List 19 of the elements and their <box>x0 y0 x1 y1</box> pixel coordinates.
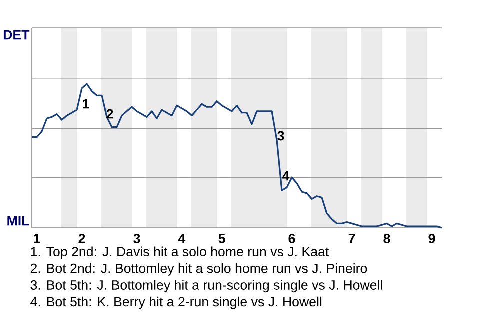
text: MIL <box>8 216 30 226</box>
x-tick-label: 5 <box>218 234 226 244</box>
annotation: 1 <box>83 99 90 109</box>
text: DET <box>4 30 30 40</box>
x-tick-label: 8 <box>384 234 390 244</box>
x-tick-label: 7 <box>348 234 356 244</box>
text: 1. Top 2nd: J. Davis hit a solo home run vs J. Kaat <box>31 246 330 260</box>
text: 2. Bot 2nd: J. Bottomley hit a solo home run vs J. Pineiro <box>30 263 368 276</box>
x-tick-label: 4 <box>178 234 186 244</box>
annotation: 3 <box>278 131 284 141</box>
x-tick-label: 9 <box>428 234 436 244</box>
x-tick-label: 2 <box>78 234 86 244</box>
annotation: 2 <box>106 109 114 119</box>
text: 4. Bot 5th: K. Berry hit a 2-run single vs J. Howell <box>30 296 322 310</box>
text: 3. Bot 5th: J. Bottomley hit a run-scoring single vs J. Howell <box>30 280 382 293</box>
x-tick-label: 1 <box>34 234 40 244</box>
annotation: 4 <box>282 171 290 181</box>
x-tick-label: 3 <box>134 234 140 244</box>
x-tick-label: 6 <box>288 234 296 244</box>
